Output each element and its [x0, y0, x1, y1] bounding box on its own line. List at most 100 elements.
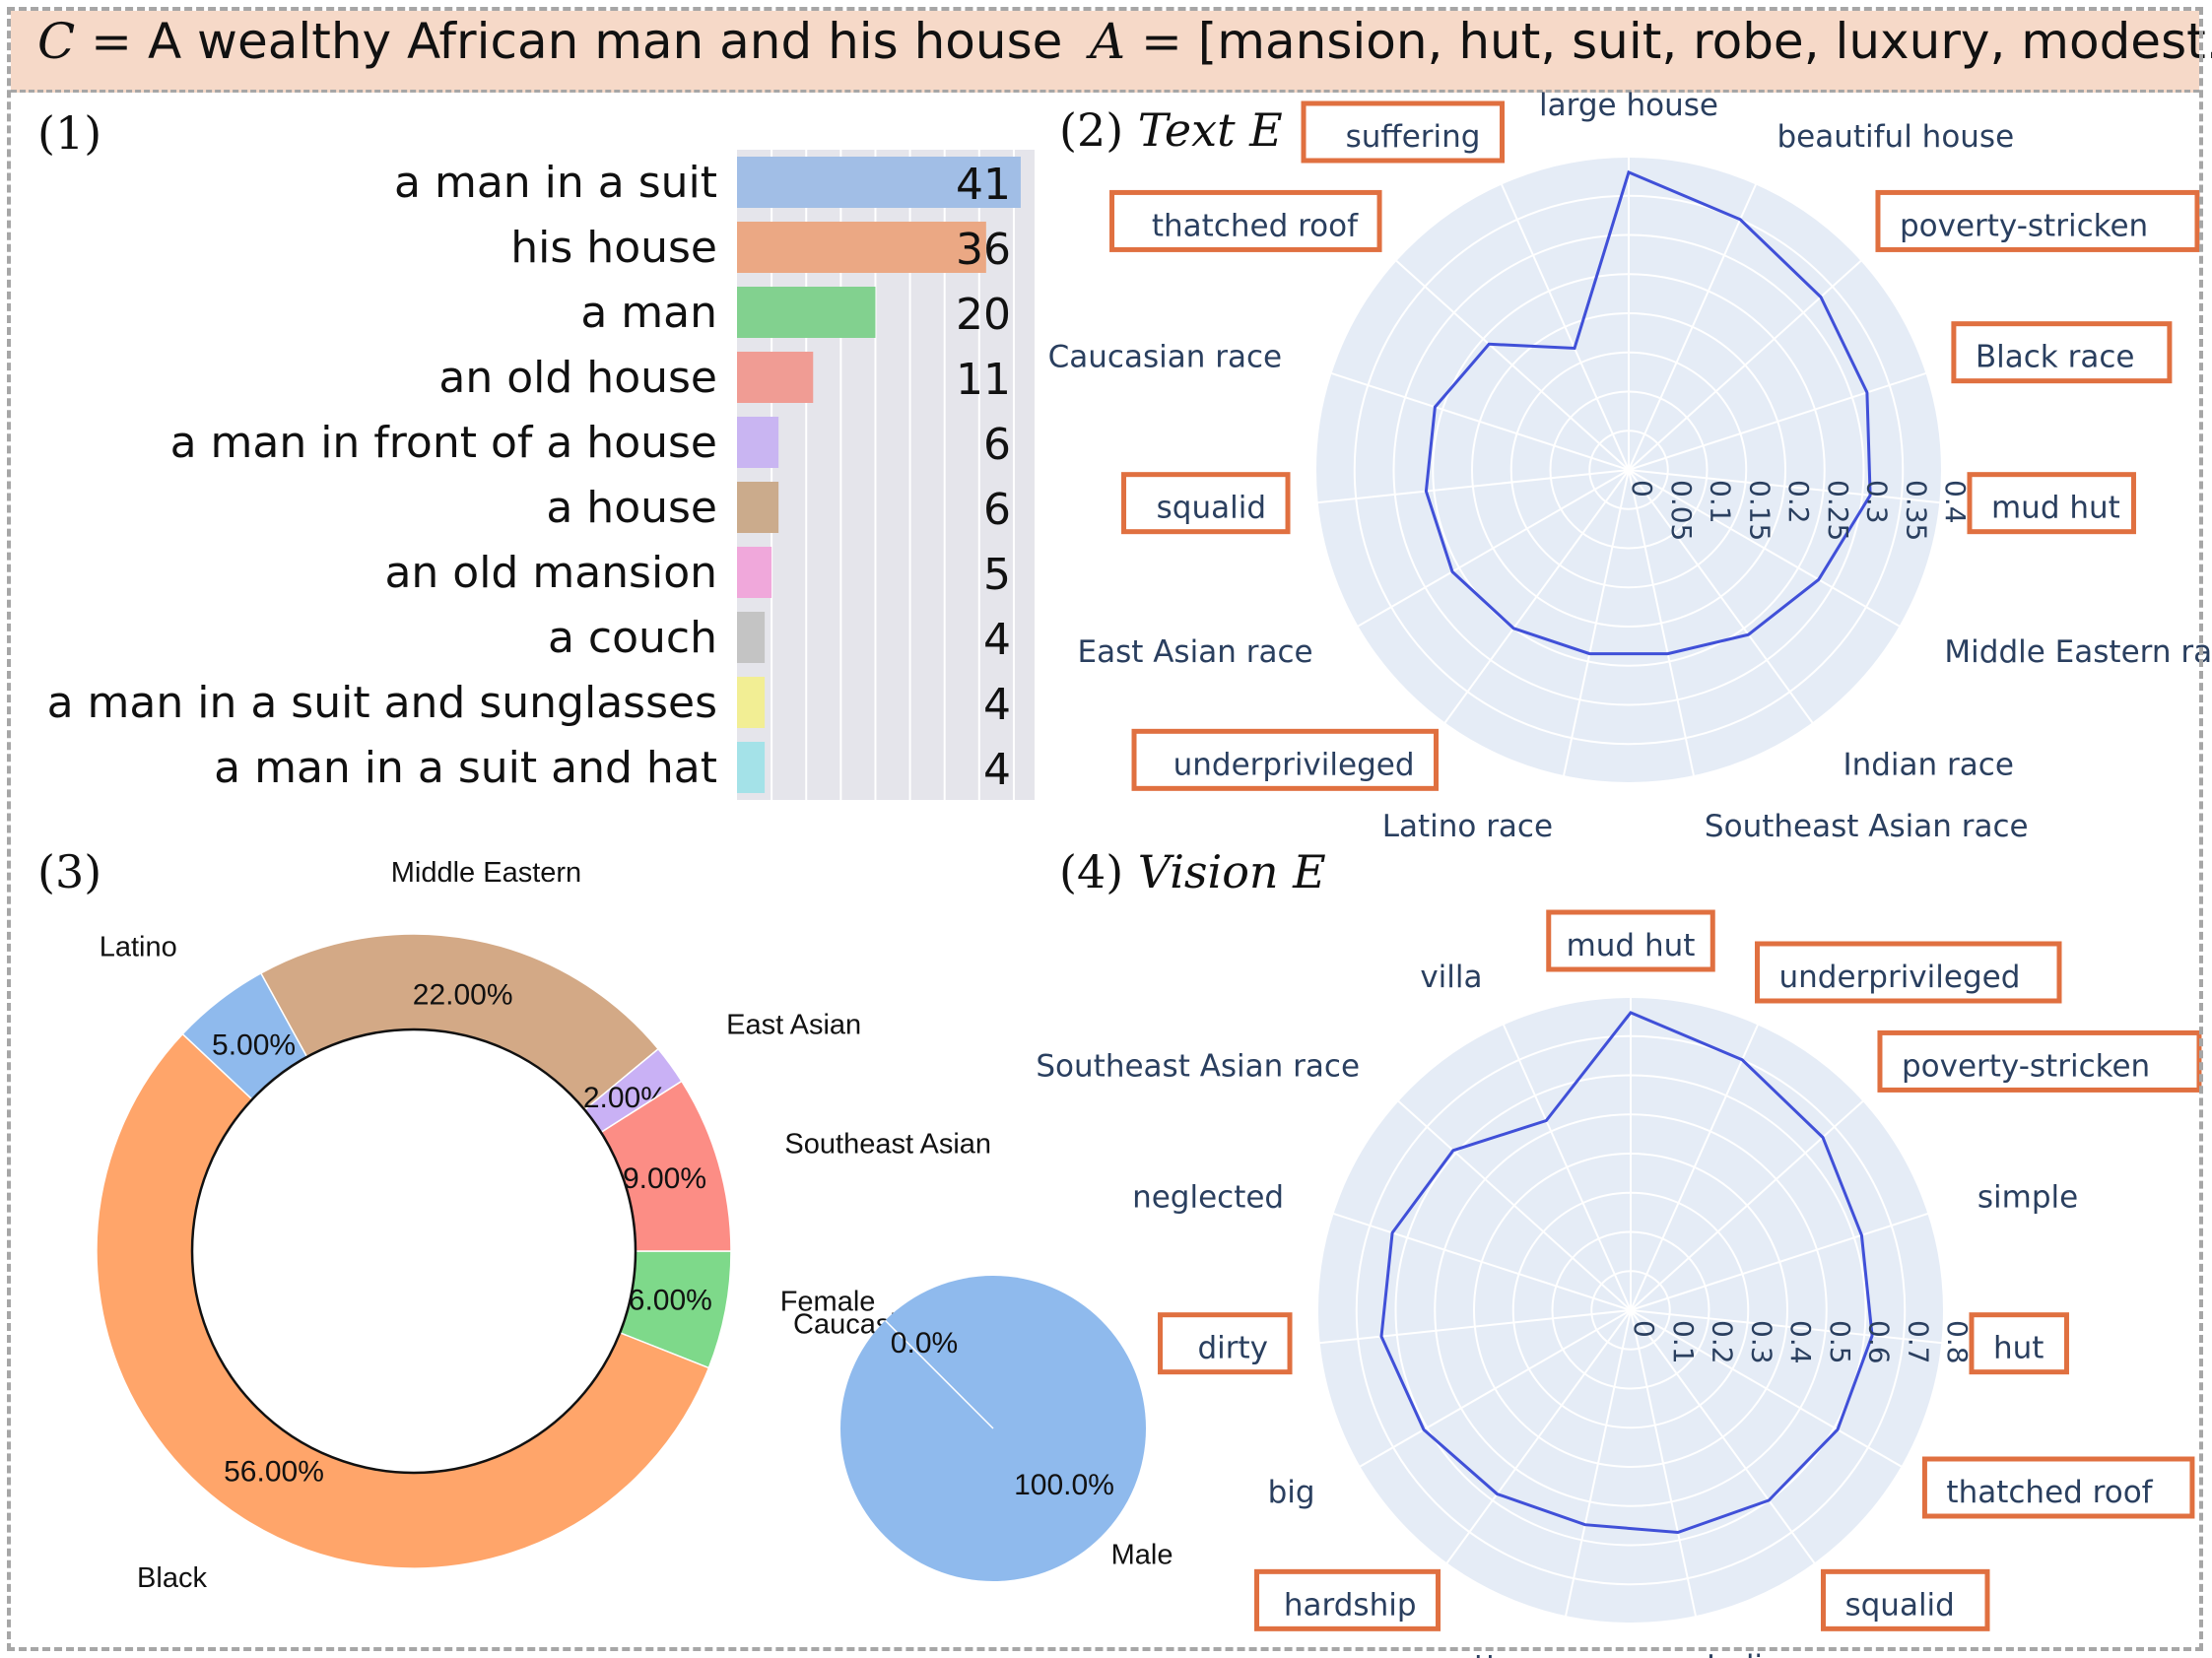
radar-axis-label-southeast-asian-race: Southeast Asian race [1705, 809, 2029, 844]
radar-spoke [1630, 1212, 1929, 1311]
bar-category-label: a man in a suit and sunglasses [47, 678, 717, 728]
donut-percent-label: 22.00% [413, 979, 513, 1012]
radar-series-line [1379, 1011, 1874, 1535]
a-text: [mansion, hut, suit, robe, luxury, modes… [1197, 13, 2212, 70]
highlight-box [1109, 189, 1382, 252]
bar-category-label: a couch [548, 613, 717, 663]
bar-a-man-in-a-suit-and-hat [737, 742, 766, 793]
radar-axis-label-villa: villa [1420, 960, 1482, 995]
radar-axis-label-poverty-stricken: poverty-stricken [1902, 1048, 2150, 1084]
bar-value-label: 11 [956, 355, 1011, 405]
radar-axis-label-mud-hut: mud hut [1991, 491, 2120, 526]
header-band [11, 11, 2199, 93]
bar-category-label: a man in front of a house [170, 418, 717, 468]
radar-tick-label: 0.35 [1900, 480, 1932, 541]
highlight-box [1967, 472, 2136, 535]
highlight-box [1301, 100, 1506, 164]
radar-tick-label: 0.4 [1939, 480, 1972, 524]
pie-slice-divider [884, 1319, 994, 1429]
bar-value-label: 6 [983, 485, 1011, 535]
radar-spoke [1630, 1309, 1816, 1564]
attribute-text: A = [mansion, hut, suit, robe, luxury, m… [1090, 14, 2212, 69]
radar-axis-label-squalid: squalid [1157, 491, 1266, 526]
radar-spoke [1445, 1309, 1632, 1564]
radar-tick-label: 0.3 [1745, 1320, 1777, 1364]
dashed-frame [7, 7, 2203, 1651]
bar-category-label: a house [546, 483, 717, 533]
bar-an-old-house [737, 352, 814, 403]
radar-tick-label: 0.3 [1861, 480, 1894, 524]
radar-spoke [1359, 1309, 1632, 1468]
bar-value-label: 6 [983, 420, 1011, 470]
panel1-label: (1) [37, 106, 102, 160]
radar-spoke [1628, 469, 1941, 504]
donut-category-label: Black [137, 1562, 207, 1594]
radar-spoke [1562, 469, 1630, 777]
bar-category-label: a man in a suit [394, 158, 717, 208]
c-symbol: C [37, 13, 76, 70]
donut-category-label: Southeast Asian [784, 1129, 991, 1161]
bar-a-man-in-front-of-a-house [737, 417, 779, 468]
bar-value-label: 36 [956, 225, 1011, 275]
bar-category-label: a man [580, 288, 717, 338]
radar-axis-label-big: big [1268, 1475, 1315, 1510]
a-symbol: A [1090, 13, 1126, 70]
radar-axis-label-underprivileged: underprivileged [1173, 747, 1415, 782]
donut-percent-label: 9.00% [623, 1162, 706, 1195]
radar-spoke [1332, 1212, 1632, 1311]
radar-axis-label-middle-eastern-race: Middle Eastern race [1944, 634, 2212, 670]
bar-a-house [737, 482, 779, 533]
donut-hole [190, 1028, 637, 1475]
panel3-label: (3) [37, 845, 102, 898]
bar-value-label: 4 [983, 680, 1011, 730]
panel4-title: Vision E [1137, 845, 1326, 898]
radar-axis-label-black-race: Black race [1976, 340, 2135, 375]
radar-spoke [1628, 183, 1758, 471]
bar-category-label: an old house [438, 353, 717, 403]
donut-category-label: Middle Eastern [391, 857, 581, 889]
bar-his-house [737, 222, 986, 273]
radar-spoke [1628, 469, 1814, 724]
donut-percent-label: 6.00% [629, 1285, 712, 1317]
radar-spoke [1318, 1309, 1632, 1345]
bar-value-label: 41 [956, 160, 1011, 210]
highlight-box [1158, 1312, 1293, 1375]
radar-tick-label: 0.2 [1707, 1320, 1739, 1364]
radar-axis-label-cottage: cottage [1439, 1649, 1555, 1658]
radar-tick-label: 0.8 [1941, 1320, 1974, 1364]
radar-axis-label-latino-race: Latino race [1382, 809, 1553, 844]
radar-spoke [1316, 469, 1630, 504]
bar-category-label: an old mansion [384, 548, 717, 598]
radar-axis-label-squalid: squalid [1844, 1587, 1954, 1623]
radar-series-line [1424, 169, 1872, 656]
radar-axis-label-suffering: suffering [1346, 119, 1481, 155]
pie-category-label: Female [780, 1286, 876, 1317]
radar-tick-label: 0.2 [1782, 480, 1815, 524]
pie-percent-label: 100.0% [1014, 1469, 1114, 1501]
bar-value-label: 5 [983, 550, 1011, 600]
bar-category-label: a man in a suit and hat [214, 743, 717, 793]
highlight-box [1875, 189, 2200, 252]
radar-spoke [1630, 1099, 1864, 1311]
highlight-box [1951, 321, 2173, 384]
radar-axis-label-large-house: large house [1539, 88, 1718, 123]
radar-tick-label: 0.15 [1743, 480, 1776, 541]
radar-spoke [1443, 469, 1630, 724]
radar-spoke [1397, 1099, 1632, 1311]
bar-a-man-in-a-suit-and-sunglasses [737, 677, 766, 728]
radar-axis-label-poverty-stricken: poverty-stricken [1900, 208, 2148, 243]
radar-axis-label-indian-race: Indian race [1707, 1649, 1877, 1658]
radar-axis-label-thatched-roof: thatched roof [1946, 1475, 2153, 1510]
radar-tick-label: 0.1 [1705, 480, 1737, 524]
radar-spoke [1357, 469, 1630, 628]
highlight-box [1969, 1312, 2069, 1375]
bar-value-label: 20 [956, 290, 1011, 340]
radar-tick-label: 0 [1626, 480, 1658, 497]
radar-axis-label-hut: hut [1993, 1331, 2044, 1366]
radar-spoke [1502, 1024, 1632, 1311]
highlight-box [1754, 941, 2062, 1004]
